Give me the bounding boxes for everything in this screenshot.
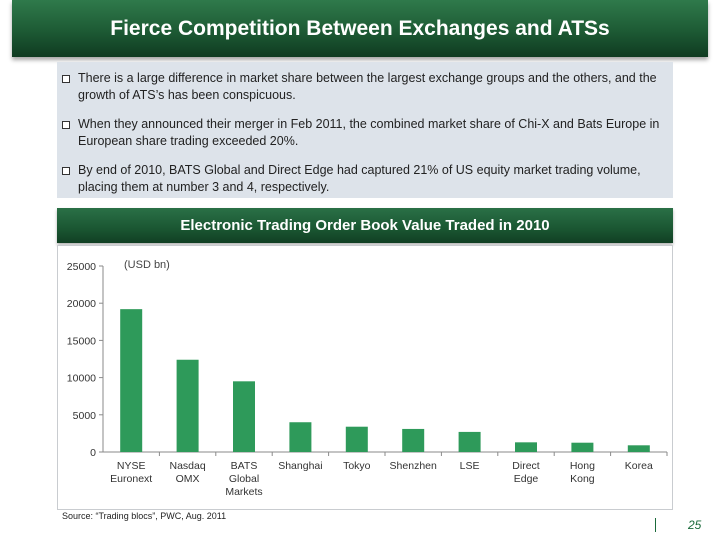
page-number: 25 bbox=[688, 518, 702, 532]
bullet-text: When they announced their merger in Feb … bbox=[78, 117, 660, 148]
x-tick-label: Tokyo bbox=[343, 460, 371, 472]
checkbox-bullet-icon bbox=[62, 167, 70, 175]
y-tick-label: 20000 bbox=[67, 298, 96, 310]
checkbox-bullet-icon bbox=[62, 75, 70, 83]
unit-label: (USD bn) bbox=[124, 259, 170, 271]
bullet-text: There is a large difference in market sh… bbox=[78, 71, 657, 102]
y-tick-label: 5000 bbox=[73, 410, 97, 422]
bar bbox=[515, 442, 537, 452]
bullet-box: There is a large difference in market sh… bbox=[57, 62, 673, 198]
chart-frame bbox=[57, 245, 673, 510]
checkbox-bullet-icon bbox=[62, 121, 70, 129]
bar bbox=[120, 309, 143, 452]
title-bar: Fierce Competition Between Exchanges and… bbox=[12, 0, 708, 57]
x-tick-label: LSE bbox=[460, 460, 480, 472]
x-tick-label: Shanghai bbox=[278, 460, 322, 472]
bar-chart: 0 5000 10000 15000 20000 25000 NYSE Euronext Nas… bbox=[67, 261, 668, 498]
y-tick-label: 10000 bbox=[67, 373, 96, 385]
bar bbox=[402, 428, 425, 452]
y-tick-label: 0 bbox=[90, 447, 96, 459]
bar bbox=[571, 442, 594, 452]
chart-header: Electronic Trading Order Book Value Trad… bbox=[57, 208, 673, 243]
page-separator bbox=[655, 518, 656, 532]
chart-title: Electronic Trading Order Book Value Trad… bbox=[180, 217, 550, 234]
page-title: Fierce Competition Between Exchanges and… bbox=[110, 17, 610, 40]
x-tick-label: BATS Global Markets bbox=[225, 460, 262, 498]
x-tick-label: Korea bbox=[625, 460, 653, 472]
x-tick-label: Nasdaq OMX bbox=[169, 460, 205, 485]
bar bbox=[289, 422, 312, 452]
bar bbox=[458, 431, 481, 452]
bar bbox=[233, 381, 255, 452]
bar bbox=[176, 359, 199, 452]
x-tick-label: NYSE Euronext bbox=[110, 460, 152, 485]
y-tick-label: 25000 bbox=[67, 261, 96, 273]
y-tick-label: 15000 bbox=[67, 335, 96, 347]
x-tick-label: Direct Edge bbox=[512, 460, 540, 485]
bullet-text: By end of 2010, BATS Global and Direct E… bbox=[78, 163, 641, 194]
source-note: Source: “Trading blocs”, PWC, Aug. 2011 bbox=[62, 511, 227, 521]
x-tick-label: Hong Kong bbox=[570, 460, 595, 485]
bar bbox=[345, 426, 368, 452]
bar bbox=[627, 445, 650, 452]
x-tick-label: Shenzhen bbox=[390, 460, 437, 472]
